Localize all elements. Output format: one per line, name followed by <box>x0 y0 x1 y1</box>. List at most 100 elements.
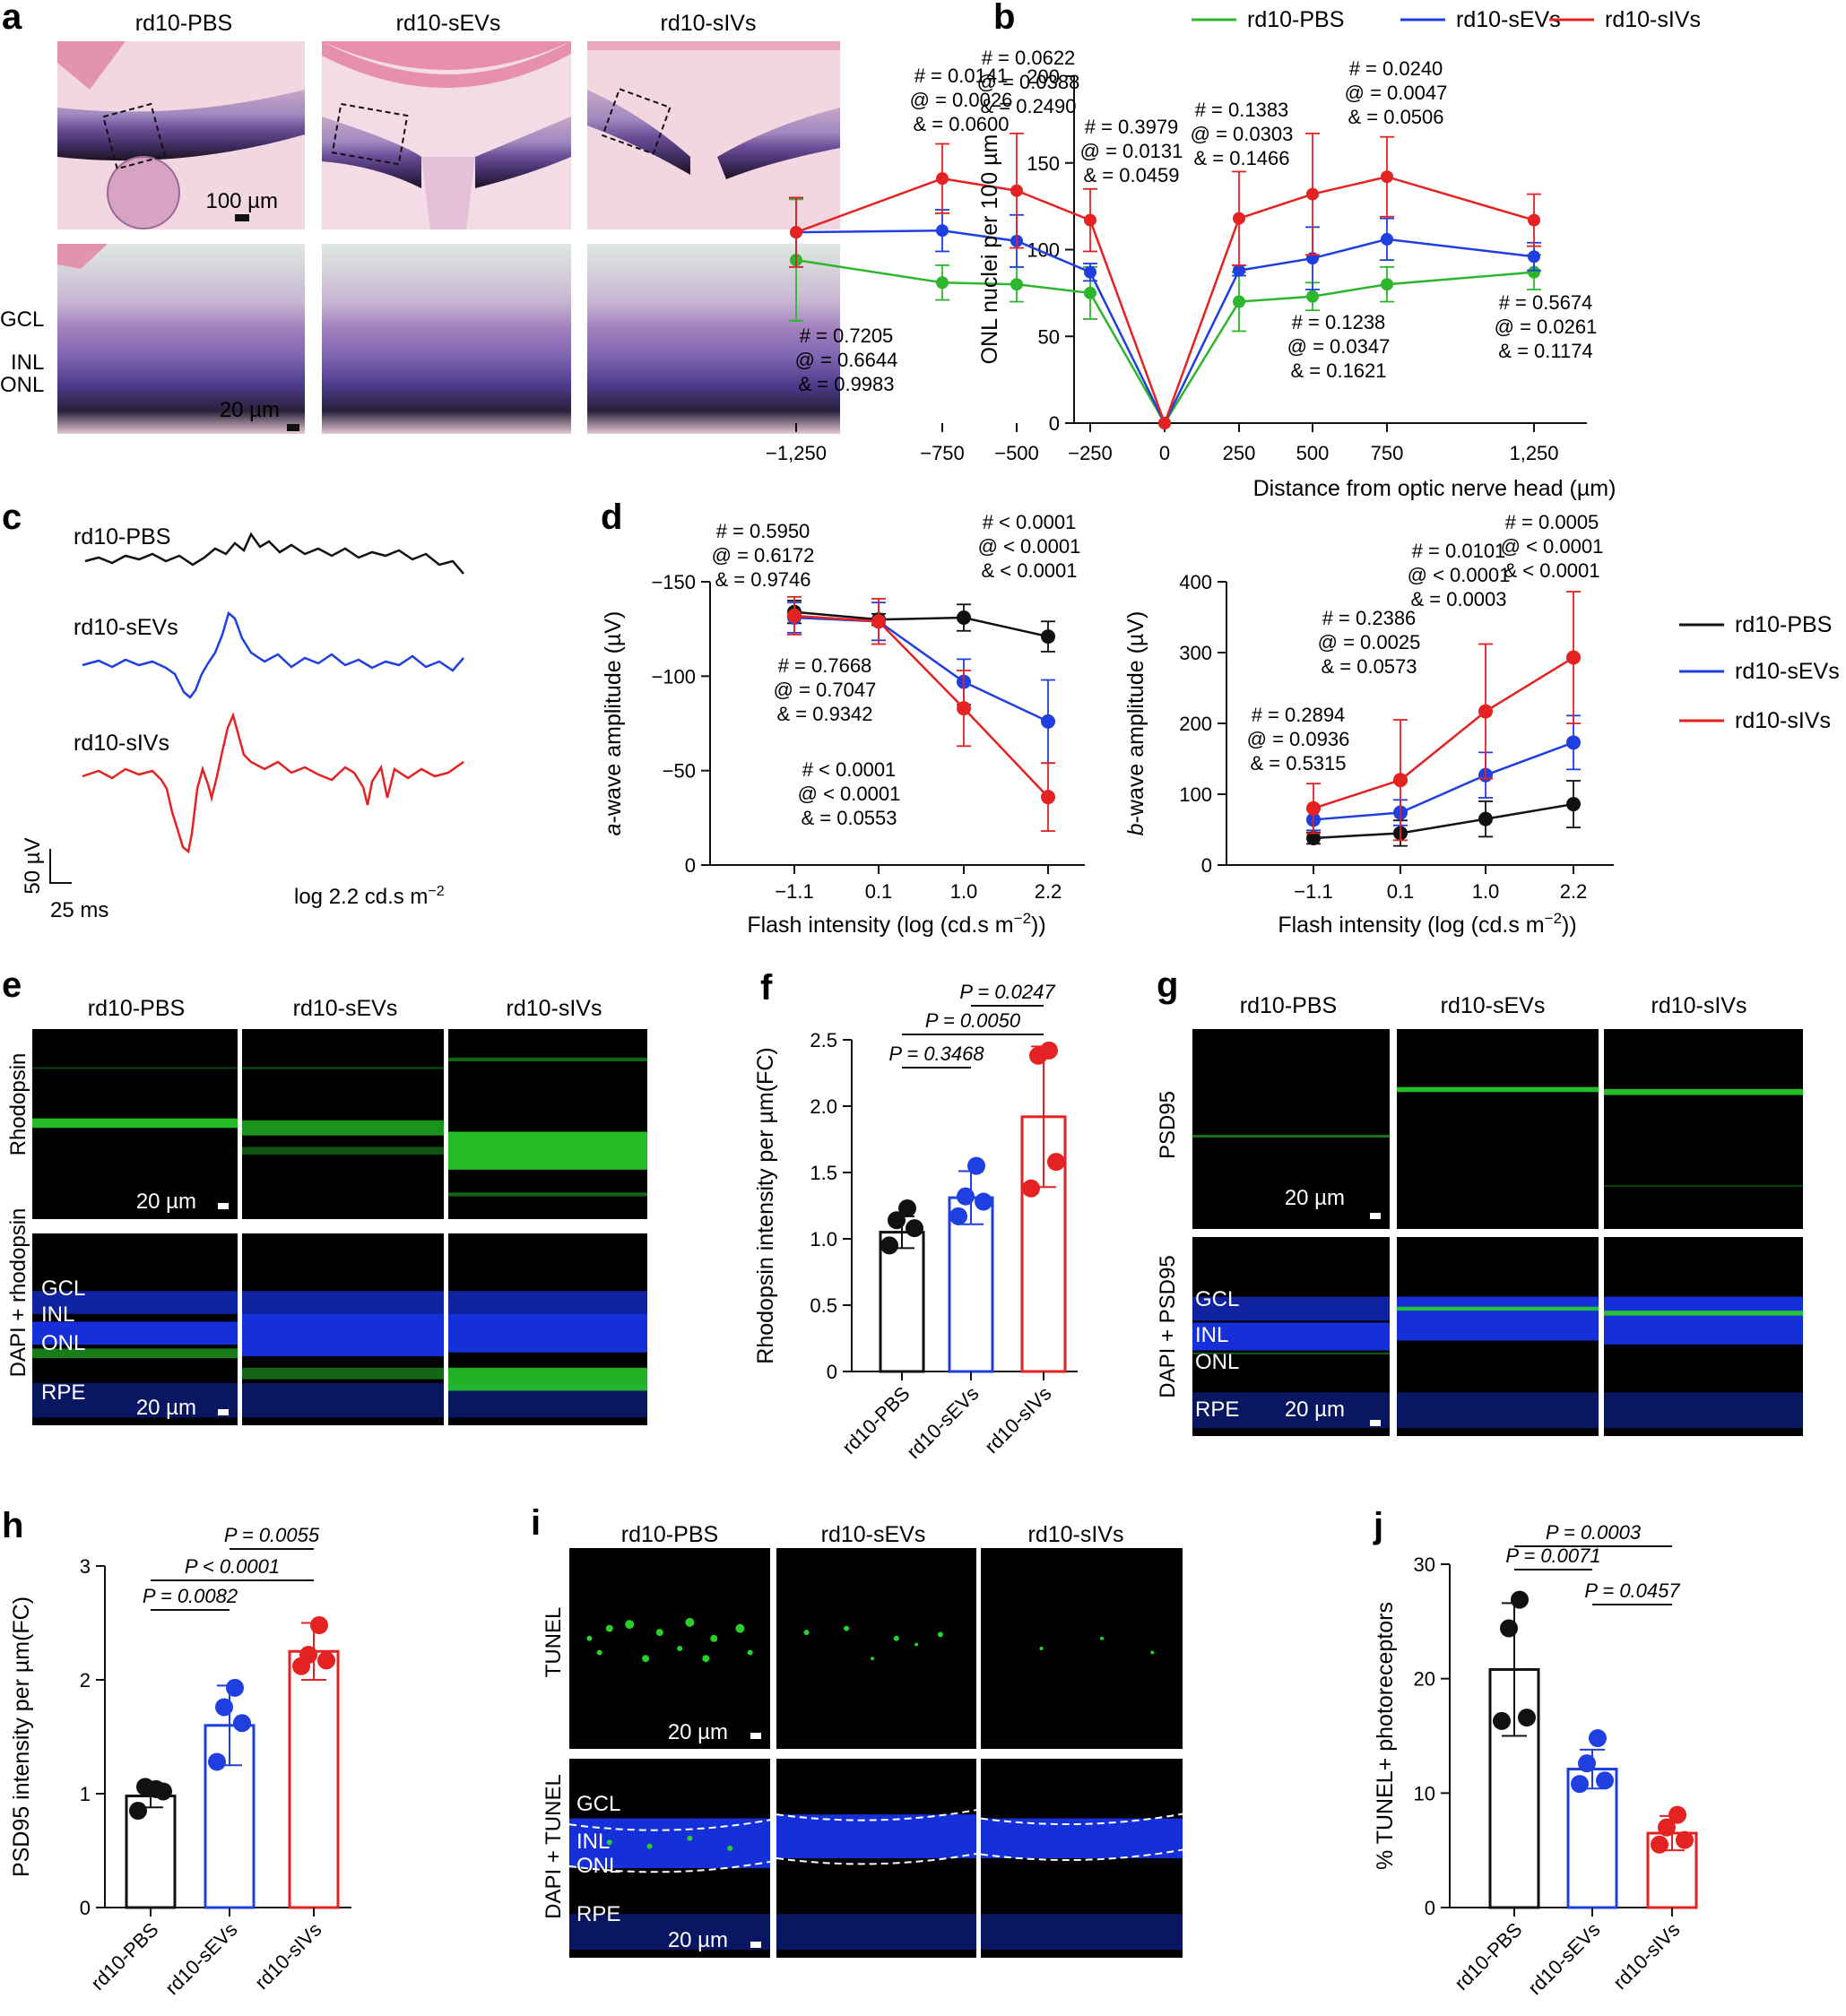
trace-label-sevs: rd10-sEVs <box>74 615 178 640</box>
i-dapi-pbs-dot-1 <box>646 1843 653 1849</box>
panel-g-layer-gcl: GCL <box>1195 1287 1239 1311</box>
series-line <box>795 175 1535 427</box>
chart-d2-annotation: # = 0.2386 <box>1322 607 1417 629</box>
bar-point-2 <box>299 1646 317 1665</box>
e-rhodopsin-sivs-green-1 <box>448 1057 647 1062</box>
chart-b-xtick-label: −500 <box>994 442 1039 464</box>
e-dapi-pbs-green-0 <box>32 1348 238 1359</box>
data-point <box>1010 278 1023 291</box>
panel-c-label: c <box>2 498 22 537</box>
data-point <box>1528 213 1540 227</box>
bar-2 <box>288 1649 340 1909</box>
chart-b-annotation: @ = 0.0303 <box>1191 123 1294 145</box>
panel-a-col-sevs: rd10-sEVs <box>396 11 501 36</box>
panel-i-label: i <box>531 1503 541 1543</box>
chart-b-annotation: & = 0.0600 <box>913 113 1009 135</box>
chart-b-xtick-label: −1,250 <box>766 442 827 464</box>
series-line <box>793 614 1049 799</box>
bar-point-0 <box>888 1211 906 1230</box>
chart-d1-series-2 <box>787 595 1055 832</box>
e-dapi-sivs <box>448 1233 647 1425</box>
panel-i-layer-onl: ONL <box>576 1854 620 1878</box>
bar-point-2 <box>1651 1835 1668 1854</box>
chart-d2-annotation: # = 0.0101 <box>1412 540 1506 562</box>
chart-f-ytick-label: 1.5 <box>810 1162 837 1184</box>
bar-point-1 <box>967 1156 985 1175</box>
chart-h-ytick-label: 2 <box>80 1669 91 1692</box>
e-rhodopsin-sivs-green-2 <box>448 1192 647 1197</box>
chart-d1-xlabel: Flash intensity (log (cd.s m−2)) <box>747 910 1045 938</box>
chart-d1-annotation: # < 0.0001 <box>983 511 1077 533</box>
chart-j-xtick-label: rd10-PBS <box>1450 1918 1526 1994</box>
g-psd95-pbs-scale-bar <box>1370 1213 1381 1219</box>
chart-d1-ytick-label: −150 <box>651 571 696 593</box>
chart-b-xtick-label: 250 <box>1223 442 1256 464</box>
he-overview-sivs <box>587 41 840 229</box>
g-psd95-pbs-bg <box>1192 1029 1390 1229</box>
chart-d1-xtick-label: 1.0 <box>950 880 978 903</box>
panel-e-col-sivs: rd10-sIVs <box>507 996 602 1021</box>
chart-j-ytick-label: 10 <box>1414 1782 1435 1804</box>
trace-label-pbs: rd10-PBS <box>74 524 170 549</box>
chart-b-annotation: & = 0.1174 <box>1498 340 1592 362</box>
bar-point-2 <box>1668 1805 1686 1824</box>
e-dapi-sivs-dapi-gcl <box>448 1291 647 1314</box>
panel-e-scale-top: 20 µm <box>136 1190 196 1214</box>
layer-gcl-a: GCL <box>0 307 44 332</box>
g-psd95-pbs <box>1192 1029 1390 1229</box>
e-rhodopsin-pbs-green-1 <box>32 1067 238 1069</box>
data-point <box>790 226 802 239</box>
i-tunel-pbs-dot-6 <box>596 1649 602 1656</box>
i-tunel-pbs-bg <box>569 1548 770 1749</box>
panel-e-layer-gcl: GCL <box>41 1276 85 1301</box>
g-psd95-sivs-green-0 <box>1604 1088 1803 1095</box>
data-point <box>1306 290 1319 303</box>
data-point <box>1566 650 1581 665</box>
i-tunel-pbs <box>569 1548 770 1749</box>
chart-b-annotation: # = 0.5674 <box>1499 291 1593 314</box>
chart-b-annotation: @ = 0.6644 <box>795 349 898 371</box>
chart-d1-annotation: & = 0.0553 <box>801 807 897 829</box>
chart-b-xtick-label: −750 <box>920 442 965 464</box>
panel-e-label: e <box>2 965 22 1005</box>
bar-point-1 <box>233 1714 251 1733</box>
i-dapi-sivs <box>980 1759 1183 1958</box>
panel-i-row-dapi: DAPI + TUNEL <box>542 1774 566 1919</box>
chart-b-series-0 <box>789 198 1541 429</box>
panel-e-row-dapi: DAPI + rhodopsin <box>6 1208 30 1378</box>
e-rhodopsin-sevs-green-2 <box>242 1067 444 1069</box>
g-dapi-pbs-scale-bar <box>1370 1420 1381 1426</box>
chart-d1: 0−50−100−150−1.1 0.1 1.0 2.2# = 0.5950@ = 0… <box>601 498 1085 938</box>
erg-trace-sevs <box>82 610 464 699</box>
chart-b-annotation: & = 0.0459 <box>1083 164 1179 186</box>
chart-b-annotation: @ = 0.0347 <box>1287 335 1391 358</box>
chart-d2-xlabel: Flash intensity (log (cd.s m−2)) <box>1278 910 1576 938</box>
panel-i: i rd10-PBS rd10-sEVs rd10-sIVs TUNEL DAP… <box>531 1503 1183 1958</box>
panel-d-label: d <box>601 498 622 537</box>
he-zoom-sevs <box>322 244 571 434</box>
bar-point-2 <box>310 1616 328 1635</box>
chart-h-ytick-label: 0 <box>80 1897 91 1919</box>
i-dapi-pbs <box>568 1759 771 1958</box>
i-tunel-sevs-dot-5 <box>914 1642 919 1647</box>
bar-point-1 <box>208 1752 226 1771</box>
chart-b-xtick-label: 0 <box>1159 442 1170 464</box>
chart-b-annotation: # = 0.0622 <box>982 47 1076 69</box>
chart-f-ytick-label: 1.0 <box>810 1228 837 1250</box>
significance-label: P = 0.0457 <box>1584 1579 1680 1602</box>
data-point <box>1306 830 1321 845</box>
chart-d2-annotation: & = 0.0573 <box>1321 655 1417 678</box>
chart-d1-ytick-label: −50 <box>663 760 696 783</box>
g-psd95-sevs <box>1397 1029 1599 1229</box>
chart-d2-ytick-label: 100 <box>1179 783 1212 806</box>
g-dapi-sevs <box>1397 1237 1599 1436</box>
i-dapi-sevs-dash-1 <box>776 1853 977 1865</box>
chart-d2-annotation: & = 0.5315 <box>1250 752 1346 774</box>
chart-h-xtick-label: rd10-sEVs <box>160 1918 241 1999</box>
chart-b-xtick-label: 1,250 <box>1509 442 1558 464</box>
chart-h-ytick-label: 3 <box>80 1555 91 1578</box>
legend-d-2-label: rd10-sIVs <box>1735 708 1831 733</box>
g-psd95-sivs <box>1604 1029 1803 1229</box>
chart-b-annotation: # = 0.3979 <box>1085 116 1179 138</box>
